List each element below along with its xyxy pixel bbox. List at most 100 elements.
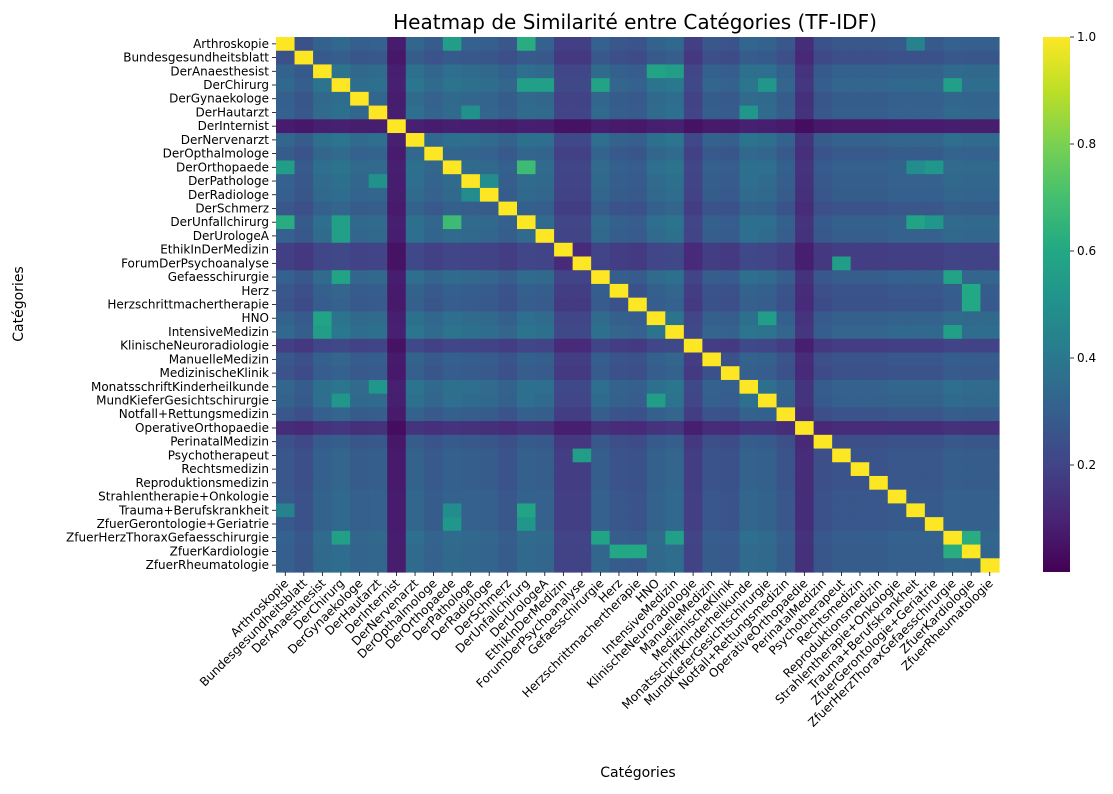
heatmap-cell xyxy=(350,242,370,258)
colorbar-tick-label: 0.4 xyxy=(1077,351,1096,365)
heatmap-cell xyxy=(702,64,722,79)
heatmap-cell xyxy=(479,50,500,66)
heatmap-cell xyxy=(294,201,314,216)
heatmap-cell xyxy=(572,119,592,134)
heatmap-cell xyxy=(405,201,425,216)
heatmap-cell xyxy=(906,37,926,52)
heatmap-cell xyxy=(479,544,500,559)
heatmap-cell xyxy=(795,215,815,230)
heatmap-cell xyxy=(665,503,685,518)
y-tick-label: DerUnfallchirurg xyxy=(170,215,269,229)
heatmap-cell xyxy=(832,475,852,491)
heatmap-cell xyxy=(498,421,518,436)
heatmap-cell xyxy=(591,325,611,340)
heatmap-cell xyxy=(517,297,537,312)
heatmap-cell xyxy=(498,434,518,450)
heatmap-cell xyxy=(461,201,481,216)
heatmap-cell xyxy=(387,352,407,367)
heatmap-cell xyxy=(368,256,388,271)
y-tick-label: Psychotherapeut xyxy=(168,448,270,462)
heatmap-cell xyxy=(535,352,555,367)
heatmap-cell xyxy=(535,379,555,395)
heatmap-cell xyxy=(442,187,462,203)
heatmap-cell xyxy=(943,434,963,450)
heatmap-cell xyxy=(720,462,741,477)
heatmap-cell xyxy=(294,119,314,134)
heatmap-cell xyxy=(924,366,944,381)
heatmap-cell xyxy=(720,407,741,422)
heatmap-cell xyxy=(442,325,462,340)
heatmap-cell xyxy=(535,393,555,408)
heatmap-cell xyxy=(795,270,815,285)
heatmap-cell xyxy=(850,50,870,66)
heatmap-cell xyxy=(591,201,611,216)
heatmap-cell xyxy=(517,37,537,52)
heatmap-cell xyxy=(461,489,481,505)
heatmap-cell xyxy=(591,544,611,559)
heatmap-cell xyxy=(813,187,833,203)
heatmap-cell xyxy=(943,105,963,120)
heatmap-cell xyxy=(424,475,444,491)
heatmap-cell xyxy=(720,366,741,381)
heatmap-cell xyxy=(683,105,703,120)
heatmap-cell xyxy=(869,517,889,532)
heatmap-cell xyxy=(906,146,926,162)
heatmap-cell xyxy=(832,256,852,271)
heatmap-cell xyxy=(442,146,462,162)
heatmap-cell xyxy=(924,133,944,148)
heatmap-cell xyxy=(276,215,296,230)
heatmap-cell xyxy=(591,37,611,52)
heatmap-cell xyxy=(442,64,462,79)
heatmap-cell xyxy=(461,530,481,546)
heatmap-cell xyxy=(961,229,982,244)
heatmap-cell xyxy=(776,215,796,230)
heatmap-cell xyxy=(461,379,481,395)
heatmap-cell xyxy=(832,393,852,408)
y-tick-label: Notfall+Rettungsmedizin xyxy=(119,407,269,421)
heatmap-cell xyxy=(554,160,574,175)
heatmap-cell xyxy=(906,242,926,258)
heatmap-cell xyxy=(424,297,444,312)
heatmap-cell xyxy=(313,64,333,79)
heatmap-cell xyxy=(572,270,592,285)
heatmap-cell xyxy=(442,297,462,312)
heatmap-cell xyxy=(387,146,407,162)
heatmap-cell xyxy=(980,503,1000,518)
heatmap-cell xyxy=(313,407,333,422)
heatmap-cell xyxy=(331,338,351,354)
heatmap-cell xyxy=(276,201,296,216)
heatmap-cell xyxy=(294,393,314,408)
heatmap-cell xyxy=(517,119,537,134)
heatmap-cell xyxy=(980,133,1000,148)
heatmap-cell xyxy=(943,160,963,175)
heatmap-cell xyxy=(869,160,889,175)
heatmap-cell xyxy=(961,256,982,271)
heatmap-cell xyxy=(535,64,555,79)
heatmap-cell xyxy=(442,270,462,285)
heatmap-cell xyxy=(720,475,741,491)
heatmap-cell xyxy=(795,119,815,134)
heatmap-cell xyxy=(331,105,351,120)
heatmap-cell xyxy=(368,146,388,162)
heatmap-cell xyxy=(535,78,555,93)
heatmap-cell xyxy=(368,215,388,230)
heatmap-cell xyxy=(961,283,982,299)
heatmap-cell xyxy=(850,421,870,436)
heatmap-cell xyxy=(350,421,370,436)
heatmap-cell xyxy=(535,434,555,450)
heatmap-cell xyxy=(517,270,537,285)
heatmap-cell xyxy=(776,325,796,340)
x-axis-label: Catégories xyxy=(600,765,675,781)
heatmap-cell xyxy=(813,119,833,134)
heatmap-cell xyxy=(609,201,629,216)
heatmap-cell xyxy=(924,503,944,518)
heatmap-cell xyxy=(646,325,666,340)
heatmap-cell xyxy=(869,201,889,216)
heatmap-cell xyxy=(387,297,407,312)
heatmap-cell xyxy=(424,133,444,148)
heatmap-cell xyxy=(572,558,592,573)
heatmap-cell xyxy=(387,50,407,66)
heatmap-cell xyxy=(628,64,648,79)
heatmap-cell xyxy=(758,119,778,134)
heatmap-cell xyxy=(442,133,462,148)
